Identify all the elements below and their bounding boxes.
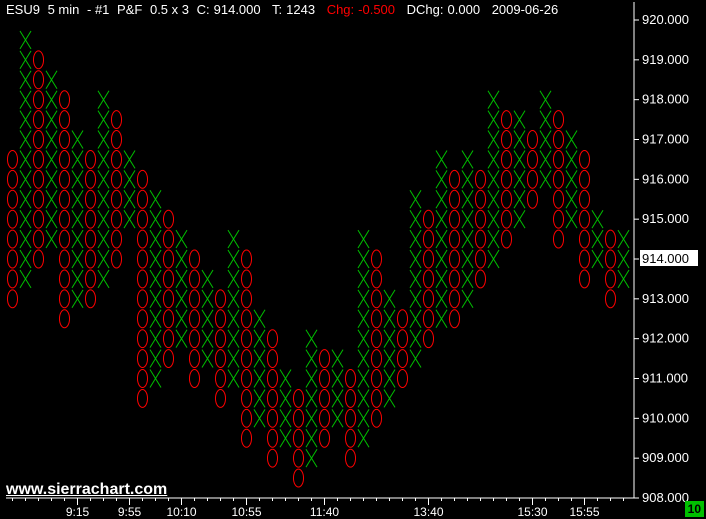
svg-text:13:40: 13:40	[413, 505, 443, 519]
t-label: T:1243	[272, 2, 319, 17]
watermark-link[interactable]: www.sierrachart.com	[6, 481, 167, 499]
chart-header: ESU9 5 min - #1 P&F 0.5 x 3 C:914.000 T:…	[6, 2, 700, 17]
svg-text:908.000: 908.000	[642, 490, 689, 505]
svg-text:918.000: 918.000	[642, 92, 689, 107]
svg-text:912.000: 912.000	[642, 331, 689, 346]
chg-label: Chg:-0.500	[327, 2, 399, 17]
box-rev-label: 0.5 x 3	[150, 2, 189, 17]
refresh-badge: 10	[685, 501, 704, 517]
pnf-chart: 908.000 909.000 910.000 911.000 912.000 913.0…	[0, 0, 706, 519]
date-label: 2009-06-26	[492, 2, 559, 17]
svg-text:916.000: 916.000	[642, 171, 689, 186]
svg-text:909.000: 909.000	[642, 450, 689, 465]
chart-type-label: P&F	[117, 2, 142, 17]
svg-text:910.000: 910.000	[642, 410, 689, 425]
svg-text:914.000: 914.000	[642, 251, 689, 266]
chart-container: ESU9 5 min - #1 P&F 0.5 x 3 C:914.000 T:…	[0, 0, 706, 519]
svg-text:915.000: 915.000	[642, 211, 689, 226]
svg-text:919.000: 919.000	[642, 52, 689, 67]
svg-text:917.000: 917.000	[642, 132, 689, 147]
svg-text:10:10: 10:10	[166, 505, 196, 519]
dchg-label: DChg:0.000	[407, 2, 484, 17]
svg-text:911.000: 911.000	[642, 371, 688, 386]
svg-text:10:55: 10:55	[231, 505, 261, 519]
interval-label: 5 min	[48, 2, 80, 17]
svg-text:15:30: 15:30	[517, 505, 547, 519]
close-label: C:914.000	[197, 2, 265, 17]
svg-text:15:55: 15:55	[569, 505, 599, 519]
svg-text:9:55: 9:55	[118, 505, 142, 519]
svg-text:9:15: 9:15	[66, 505, 90, 519]
svg-text:11:40: 11:40	[310, 505, 339, 519]
chart-id-label: - #1	[87, 2, 109, 17]
svg-text:913.000: 913.000	[642, 291, 689, 306]
symbol-label: ESU9	[6, 2, 40, 17]
